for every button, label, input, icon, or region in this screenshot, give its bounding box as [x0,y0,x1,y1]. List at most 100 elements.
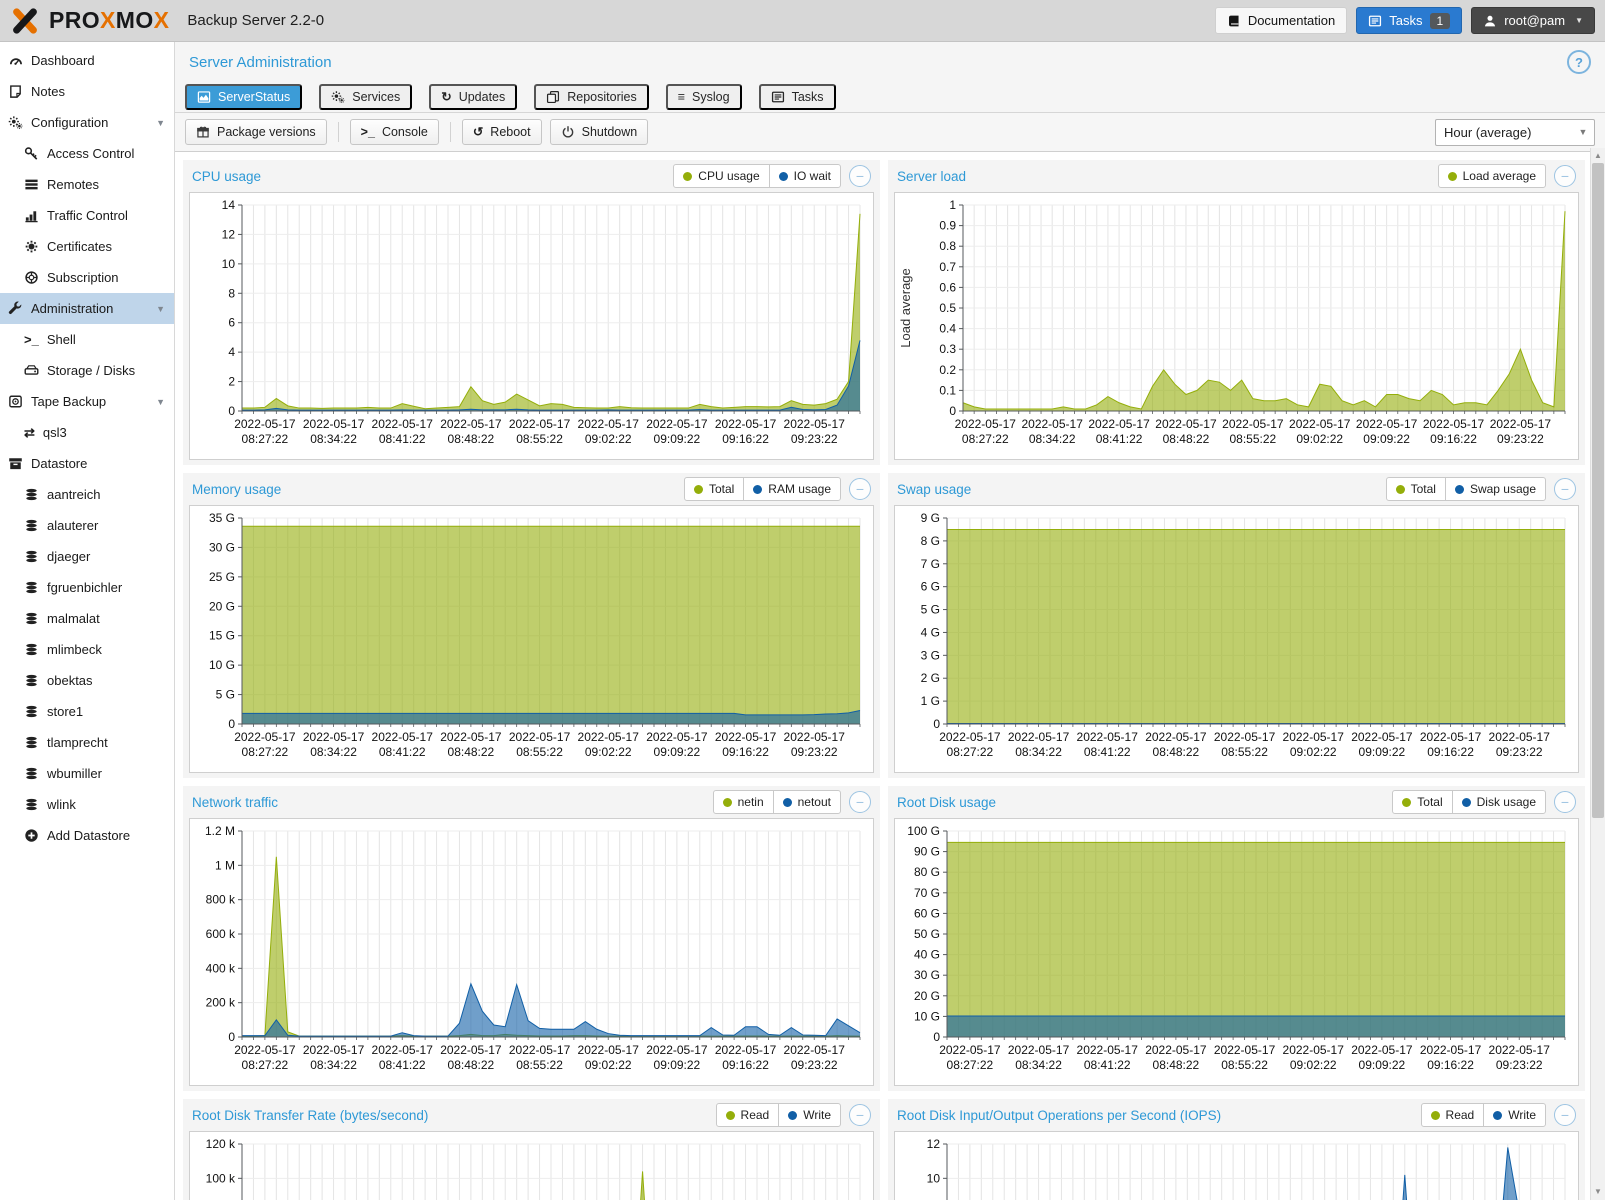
reboot-button[interactable]: ↺ Reboot [461,119,542,145]
sidebar-item-storage-disks[interactable]: Storage / Disks [0,355,174,386]
sidebar-item-tlamprecht[interactable]: tlamprecht [0,727,174,758]
legend-button-netin[interactable]: netin [712,790,774,814]
book-icon [1227,14,1241,28]
sidebar-item-aantreich[interactable]: aantreich [0,479,174,510]
svg-text:0.7: 0.7 [939,260,956,274]
sidebar-item-tape-backup[interactable]: Tape Backup ▼ [0,386,174,417]
tape-icon [8,394,23,409]
legend-button-cpu-usage[interactable]: CPU usage [673,164,770,188]
sidebar-item-dashboard[interactable]: Dashboard [0,45,174,76]
tasks-button[interactable]: Tasks 1 [1356,7,1463,34]
legend: Load average [1437,164,1546,188]
svg-text:20 G: 20 G [914,989,940,1003]
top-bar: PROXMOX Backup Server 2.2-0 Documentatio… [0,0,1605,42]
sidebar-item-label: qsl3 [42,425,67,440]
collapse-arrow-icon[interactable]: ▼ [156,117,165,128]
collapse-arrow-icon[interactable]: ▼ [156,303,165,314]
sidebar-item-administration[interactable]: Administration ▼ [0,293,174,324]
sidebar-item-datastore[interactable]: Datastore [0,448,174,479]
collapse-panel-button[interactable]: − [849,1104,871,1126]
legend: Total Disk usage [1392,790,1546,814]
scroll-down-icon[interactable]: ▼ [1594,1187,1602,1196]
sidebar-item-wlink[interactable]: wlink [0,789,174,820]
scroll-up-icon[interactable]: ▲ [1594,151,1602,160]
vertical-scrollbar[interactable]: ▲ ▼ [1590,148,1605,1200]
sidebar-item-label: Access Control [47,146,135,161]
legend: Total Swap usage [1385,477,1546,501]
svg-text:100 G: 100 G [907,824,940,838]
scrollbar-thumb[interactable] [1592,163,1604,818]
documentation-button[interactable]: Documentation [1214,7,1348,34]
panel-root-disk-input-output-operations-per-second-iops: Root Disk Input/Output Operations per Se… [888,1099,1585,1200]
sidebar-item-shell[interactable]: >_ Shell [0,324,174,355]
collapse-panel-button[interactable]: − [1554,791,1576,813]
tab-tasks[interactable]: Tasks [758,84,836,110]
legend-button-disk-usage[interactable]: Disk usage [1451,790,1546,814]
legend-color-dot [753,484,763,494]
sidebar-item-access-control[interactable]: Access Control [0,138,174,169]
sidebar-item-label: Subscription [47,270,119,285]
legend-button-write[interactable]: Write [778,1103,841,1127]
time-range-select[interactable]: Hour (average) ▼ [1435,118,1595,146]
collapse-panel-button[interactable]: − [849,478,871,500]
sidebar-item-remotes[interactable]: Remotes [0,169,174,200]
legend-button-total[interactable]: Total [1385,477,1446,501]
package-versions-button[interactable]: Package versions [185,119,327,145]
legend-button-total[interactable]: Total [1392,790,1453,814]
svg-text:600 k: 600 k [206,927,236,941]
tab-syslog[interactable]: ≡ Syslog [665,84,742,110]
console-button[interactable]: >_ Console [349,119,439,145]
sidebar-item-store1[interactable]: store1 [0,696,174,727]
user-menu-button[interactable]: root@pam ▼ [1471,7,1595,34]
sidebar-item-fgruenbichler[interactable]: fgruenbichler [0,572,174,603]
sidebar-item-obektas[interactable]: obektas [0,665,174,696]
syslog-icon: ≡ [677,89,686,104]
collapse-panel-button[interactable]: − [849,791,871,813]
sidebar-item-label: Certificates [47,239,113,254]
svg-text:80 G: 80 G [914,865,940,879]
sidebar-item-djaeger[interactable]: djaeger [0,541,174,572]
tab-services[interactable]: Services [319,84,413,110]
legend-button-ram-usage[interactable]: RAM usage [743,477,841,501]
legend-button-read[interactable]: Read [715,1103,780,1127]
key-icon [24,146,39,161]
sidebar-item-wbumiller[interactable]: wbumiller [0,758,174,789]
main-area: Server Administration ? ServerStatus Serv… [175,42,1605,1200]
legend-button-io-wait[interactable]: IO wait [768,164,841,188]
legend-button-swap-usage[interactable]: Swap usage [1444,477,1546,501]
shutdown-button[interactable]: Shutdown [549,119,649,145]
tab-label: Updates [458,90,506,104]
collapse-panel-button[interactable]: − [1554,478,1576,500]
sidebar-item-alauterer[interactable]: alauterer [0,510,174,541]
panel-memory-usage: Memory usage Total RAM usage − 35 G 30 G 25 G 2… [183,473,880,778]
sidebar-item-label: Datastore [31,456,88,471]
collapse-arrow-icon[interactable]: ▼ [156,396,165,407]
sidebar-item-certificates[interactable]: Certificates [0,231,174,262]
legend-button-write[interactable]: Write [1483,1103,1546,1127]
sidebar-item-subscription[interactable]: Subscription [0,262,174,293]
legend-button-total[interactable]: Total [683,477,745,501]
svg-text:0.2: 0.2 [939,363,956,377]
sidebar-item-traffic-control[interactable]: Traffic Control [0,200,174,231]
sidebar-item-qsl3[interactable]: ⇄ qsl3 [0,417,174,448]
tab-serverstatus[interactable]: ServerStatus [185,84,303,110]
legend-button-read[interactable]: Read [1420,1103,1485,1127]
tab-label: Tasks [791,90,824,104]
collapse-panel-button[interactable]: − [1554,1104,1576,1126]
sidebar-item-malmalat[interactable]: malmalat [0,603,174,634]
db-icon [24,580,39,595]
sidebar-item-mlimbeck[interactable]: mlimbeck [0,634,174,665]
legend-button-load-average[interactable]: Load average [1437,164,1546,188]
tab-repositories[interactable]: Repositories [534,84,649,110]
sidebar-item-notes[interactable]: Notes [0,76,174,107]
legend-button-netout[interactable]: netout [772,790,841,814]
tab-updates[interactable]: ↻ Updates [429,84,518,110]
collapse-panel-button[interactable]: − [849,165,871,187]
sidebar-item-add-datastore[interactable]: Add Datastore [0,820,174,851]
help-icon[interactable]: ? [1567,50,1591,74]
collapse-panel-button[interactable]: − [1554,165,1576,187]
sidebar-item-configuration[interactable]: Configuration ▼ [0,107,174,138]
